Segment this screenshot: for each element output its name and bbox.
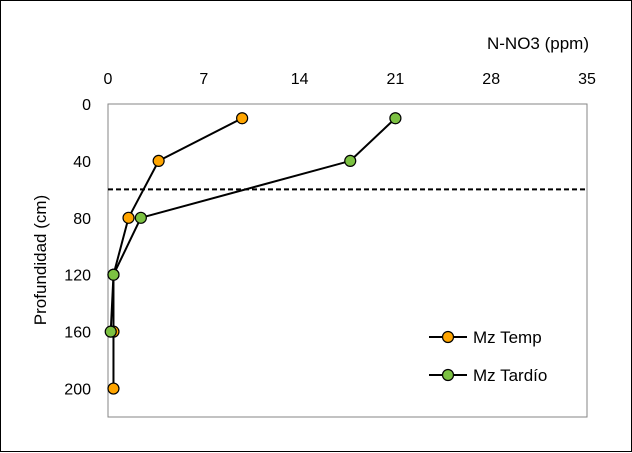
data-point-series-1 bbox=[104, 325, 117, 338]
data-point-series-0 bbox=[152, 154, 165, 168]
y-axis-title: Profundidad (cm) bbox=[31, 195, 50, 325]
y-tick-label: 120 bbox=[64, 268, 91, 285]
legend: Mz Temp Mz Tardío bbox=[429, 328, 547, 385]
y-tick-label: 40 bbox=[73, 154, 91, 171]
data-point-series-1 bbox=[344, 154, 357, 168]
data-point-series-0 bbox=[107, 382, 120, 395]
legend-label-mz-temp: Mz Temp bbox=[473, 328, 542, 347]
data-point-series-0 bbox=[236, 112, 249, 125]
legend-label-mz-tardio: Mz Tardío bbox=[473, 366, 547, 385]
x-tick-label: 14 bbox=[291, 71, 309, 88]
legend-marker-mz-temp bbox=[441, 330, 455, 344]
x-tick-label: 7 bbox=[199, 71, 208, 88]
y-tick-labels: 0 40 80 120 160 200 bbox=[64, 97, 91, 399]
data-point-series-1 bbox=[389, 112, 402, 125]
x-tick-label: 28 bbox=[482, 71, 500, 88]
x-axis-title: N-NO3 (ppm) bbox=[487, 34, 589, 53]
legend-marker-mz-tardio bbox=[441, 368, 455, 382]
x-tick-label: 0 bbox=[104, 71, 113, 88]
data-point-series-0 bbox=[122, 211, 135, 224]
x-tick-label: 35 bbox=[578, 71, 596, 88]
data-point-series-1 bbox=[134, 211, 147, 224]
series-markers bbox=[104, 112, 402, 395]
y-tick-label: 200 bbox=[64, 382, 91, 399]
y-tick-label: 160 bbox=[64, 325, 91, 342]
data-point-series-1 bbox=[107, 268, 120, 281]
x-tick-label: 21 bbox=[387, 71, 405, 88]
y-tick-label: 0 bbox=[82, 97, 91, 114]
series-line-0 bbox=[112, 117, 243, 389]
series-line-1 bbox=[109, 117, 397, 332]
x-tick-labels: 0 7 14 21 28 35 bbox=[104, 71, 596, 88]
y-tick-label: 80 bbox=[73, 211, 91, 228]
